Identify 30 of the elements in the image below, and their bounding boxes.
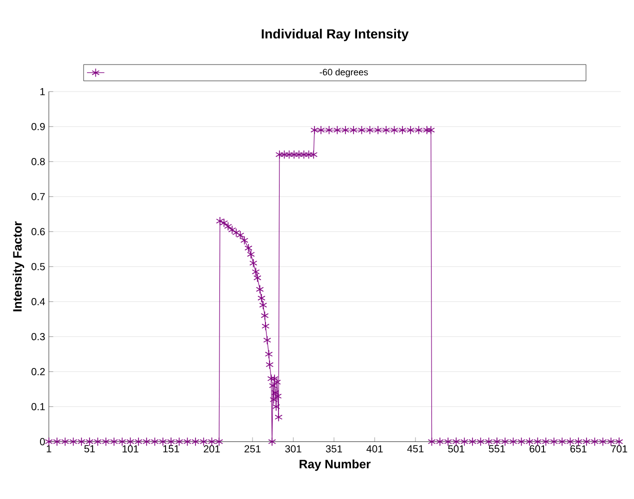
x-tick-label: 601 bbox=[530, 445, 546, 453]
x-tick-label: 1 bbox=[46, 445, 52, 452]
y-tick-label: 0.1 bbox=[32, 403, 45, 410]
x-tick-label: 651 bbox=[570, 445, 586, 453]
y-tick-label: 0.4 bbox=[32, 298, 45, 306]
x-axis-title: Ray Number bbox=[300, 460, 371, 471]
x-tick-label: 701 bbox=[611, 445, 628, 453]
x-tick-label: 201 bbox=[204, 445, 220, 453]
y-tick-label: 0.2 bbox=[32, 368, 45, 376]
x-tick-label: 551 bbox=[488, 445, 505, 453]
x-tick-label: 451 bbox=[407, 445, 424, 453]
y-tick-label: 0.5 bbox=[32, 263, 45, 270]
x-tick-label: 251 bbox=[244, 445, 261, 453]
chart-title: Individual Ray Intensity bbox=[262, 29, 409, 42]
x-tick-label: 51 bbox=[84, 445, 95, 453]
x-tick-label: 501 bbox=[448, 445, 464, 453]
x-tick-label: 151 bbox=[163, 445, 180, 453]
y-tick-label: 0.3 bbox=[32, 333, 45, 340]
y-tick-label: 0 bbox=[40, 438, 45, 446]
y-tick-label: 0.9 bbox=[32, 123, 45, 130]
text: -60 degrees bbox=[320, 68, 368, 78]
x-tick-label: 301 bbox=[285, 445, 302, 453]
y-tick-label: 0.7 bbox=[32, 193, 45, 200]
y-tick-label: 0.6 bbox=[32, 228, 45, 236]
x-tick-label: 401 bbox=[366, 445, 383, 453]
y-tick-label: 1 bbox=[40, 88, 45, 96]
x-tick-label: 351 bbox=[326, 445, 342, 453]
y-axis-title: Intensity Factor bbox=[12, 222, 24, 312]
x-tick-label: 101 bbox=[122, 445, 138, 453]
y-tick-label: 0.8 bbox=[32, 158, 45, 166]
